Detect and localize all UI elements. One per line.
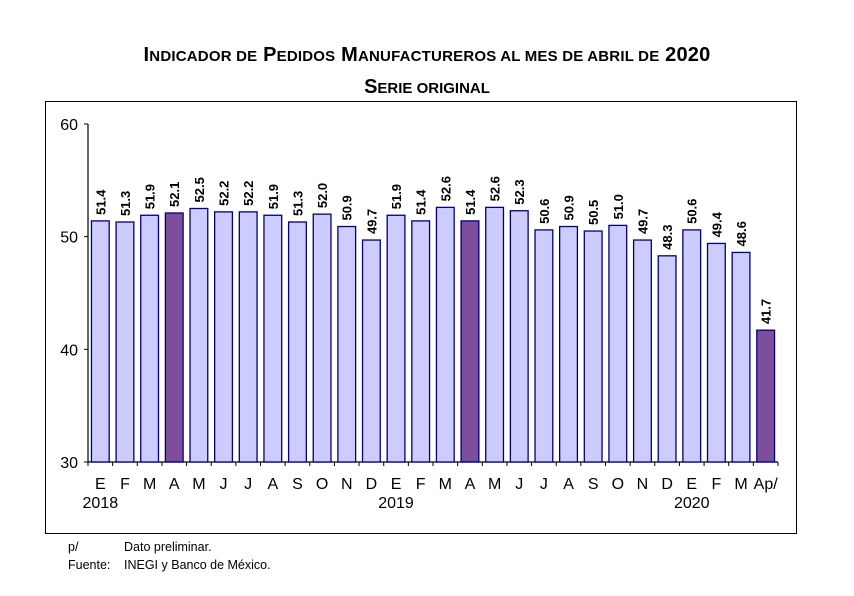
bar xyxy=(534,229,554,463)
x-category-label: E xyxy=(686,476,697,493)
x-category-label: D xyxy=(661,476,673,493)
x-year-label: 2019 xyxy=(378,495,414,512)
bar xyxy=(287,221,307,463)
x-category-label: N xyxy=(637,476,649,493)
bar xyxy=(632,239,652,463)
x-category-label: M xyxy=(143,476,156,493)
x-category-label: M xyxy=(439,476,452,493)
bar-value-label: 51.4 xyxy=(463,189,478,215)
footnote-source-label: Fuente: xyxy=(68,558,111,572)
footnote-source-text: INEGI y Banco de México. xyxy=(124,558,271,572)
bar-value-label: 51.4 xyxy=(93,189,108,215)
bar-value-label: 51.0 xyxy=(611,194,626,219)
bar-value-label: 41.7 xyxy=(759,299,774,324)
x-category-label: A xyxy=(465,476,476,493)
bar xyxy=(485,206,505,463)
x-year-label: 2020 xyxy=(674,495,710,512)
y-tick-label: 50 xyxy=(60,230,78,247)
bar-value-label: 52.5 xyxy=(192,177,207,202)
bar xyxy=(140,214,160,463)
bar-value-label: 52.1 xyxy=(167,182,182,207)
bar xyxy=(559,225,579,463)
bar xyxy=(583,230,603,463)
bar xyxy=(337,225,357,463)
bar xyxy=(706,242,726,463)
bar-value-label: 49.4 xyxy=(709,211,724,237)
bar-value-label: 52.2 xyxy=(217,181,232,206)
bar xyxy=(411,220,431,463)
x-category-label: M xyxy=(734,476,747,493)
y-tick-label: 60 xyxy=(60,117,78,134)
x-category-label: A xyxy=(267,476,278,493)
x-category-label: A xyxy=(169,476,180,493)
bar-value-label: 52.6 xyxy=(438,176,453,201)
y-tick-label: 30 xyxy=(60,455,78,472)
bar xyxy=(608,224,628,463)
x-category-label: Ap/ xyxy=(754,476,779,493)
bar-value-label: 52.0 xyxy=(315,183,330,208)
bar-value-label: 52.2 xyxy=(241,181,256,206)
bar xyxy=(263,214,283,463)
bar-value-label: 49.7 xyxy=(364,209,379,234)
bar-value-label: 51.9 xyxy=(266,184,281,209)
bar-value-label: 50.6 xyxy=(537,199,552,224)
bar-value-label: 52.6 xyxy=(488,176,503,201)
x-category-label: O xyxy=(612,476,624,493)
bar xyxy=(361,239,381,463)
bar-value-label: 49.7 xyxy=(635,209,650,234)
bar-value-label: 50.6 xyxy=(685,199,700,224)
x-year-label: 2018 xyxy=(83,495,119,512)
bar-value-label: 51.9 xyxy=(389,184,404,209)
bar-value-label: 51.4 xyxy=(414,189,429,215)
x-category-label: M xyxy=(192,476,205,493)
bar xyxy=(509,210,529,463)
bar xyxy=(189,207,209,463)
bar xyxy=(90,220,110,463)
x-category-label: S xyxy=(588,476,599,493)
bar-value-label: 52.3 xyxy=(512,179,527,204)
y-tick-label: 40 xyxy=(60,342,78,359)
bar xyxy=(460,220,480,463)
bar xyxy=(238,211,258,463)
bar-value-label: 50.9 xyxy=(562,195,577,220)
x-category-label: E xyxy=(391,476,402,493)
x-category-label: F xyxy=(120,476,130,493)
bar-value-label: 50.5 xyxy=(586,200,601,225)
bar-value-label: 48.3 xyxy=(660,225,675,250)
bar-value-label: 51.3 xyxy=(118,191,133,216)
bar-value-label: 50.9 xyxy=(340,195,355,220)
x-category-label: O xyxy=(316,476,328,493)
bar-value-label: 48.6 xyxy=(734,221,749,246)
bar xyxy=(312,213,332,463)
x-category-label: S xyxy=(292,476,303,493)
x-category-label: M xyxy=(488,476,501,493)
footnote-prelim-text: Dato preliminar. xyxy=(124,540,212,554)
bar-value-label: 51.3 xyxy=(290,191,305,216)
bar xyxy=(756,329,776,463)
x-category-label: J xyxy=(540,476,548,493)
bar-value-label: 51.9 xyxy=(143,184,158,209)
x-category-label: J xyxy=(220,476,228,493)
chart-subtitle: SERIE ORIGINAL xyxy=(364,76,490,98)
bar xyxy=(682,229,702,463)
x-category-label: A xyxy=(563,476,574,493)
bar xyxy=(164,212,184,463)
x-category-label: D xyxy=(366,476,378,493)
chart-title: INDICADOR DE PEDIDOS MANUFACTUREROS AL M… xyxy=(143,44,711,66)
x-category-label: E xyxy=(95,476,106,493)
bar xyxy=(386,214,406,463)
bar xyxy=(214,211,234,463)
footnote-prelim-mark: p/ xyxy=(68,540,79,554)
x-category-label: J xyxy=(244,476,252,493)
x-category-label: J xyxy=(515,476,523,493)
x-category-label: F xyxy=(416,476,426,493)
bar xyxy=(657,255,677,463)
bar xyxy=(731,251,751,463)
bar xyxy=(115,221,135,463)
chart-frame xyxy=(45,101,797,534)
x-category-label: F xyxy=(712,476,722,493)
bar xyxy=(435,206,455,463)
x-category-label: N xyxy=(341,476,353,493)
